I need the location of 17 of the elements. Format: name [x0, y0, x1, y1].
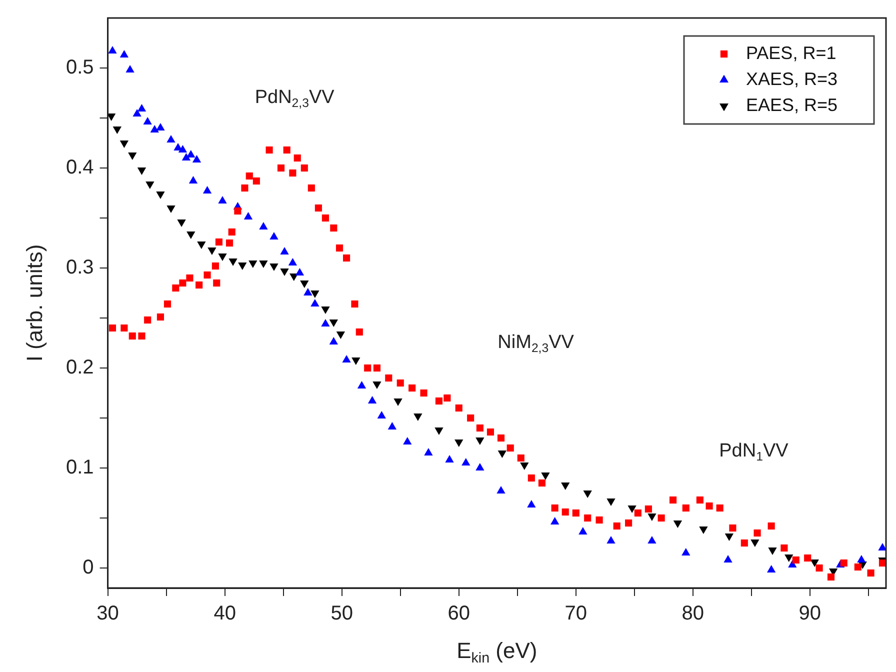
y-axis-title: I (arb. units)	[22, 244, 48, 362]
y-tick-label: 0.2	[66, 356, 94, 379]
y-tick-label: 0	[82, 556, 94, 579]
x-tick-label: 90	[798, 602, 822, 625]
y-tick-label: 0.3	[66, 256, 94, 279]
x-tick-label: 40	[214, 602, 236, 625]
legend-label: PAES, R=1	[746, 42, 836, 63]
x-tick-label: 50	[330, 602, 353, 625]
y-tick-label: 0.4	[66, 156, 94, 179]
y-tick-label: 0.1	[66, 456, 94, 479]
legend-label: XAES, R=3	[746, 68, 838, 89]
x-tick-label: 30	[96, 602, 119, 625]
x-tick-label: 70	[564, 602, 588, 625]
legend-label: EAES, R=5	[746, 94, 838, 115]
y-tick-label: 0.5	[66, 56, 94, 79]
x-tick-label: 60	[448, 602, 470, 625]
x-tick-label: 80	[682, 602, 704, 625]
